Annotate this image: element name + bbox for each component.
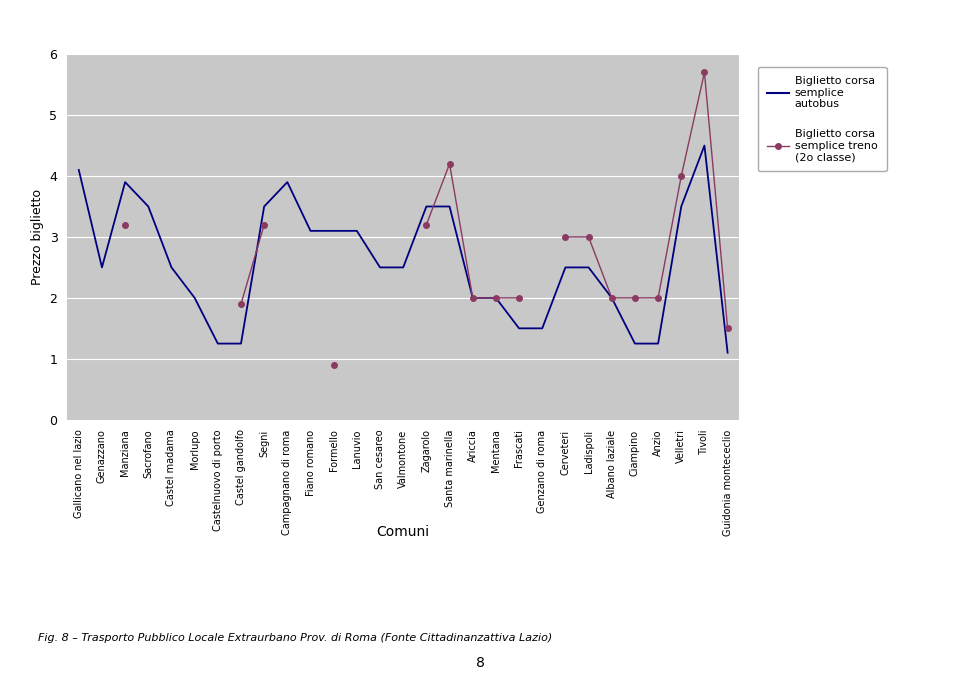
Text: Fig. 8 – Trasporto Pubblico Locale Extraurbano Prov. di Roma (Fonte Cittadinanza: Fig. 8 – Trasporto Pubblico Locale Extra… (38, 633, 553, 643)
Text: 8: 8 (475, 656, 485, 670)
Legend: Biglietto corsa
semplice
autobus, Biglietto corsa
semplice treno
(2o classe): Biglietto corsa semplice autobus, Biglie… (758, 67, 886, 171)
Y-axis label: Prezzo biglietto: Prezzo biglietto (31, 189, 44, 285)
Text: Comuni: Comuni (376, 525, 430, 539)
